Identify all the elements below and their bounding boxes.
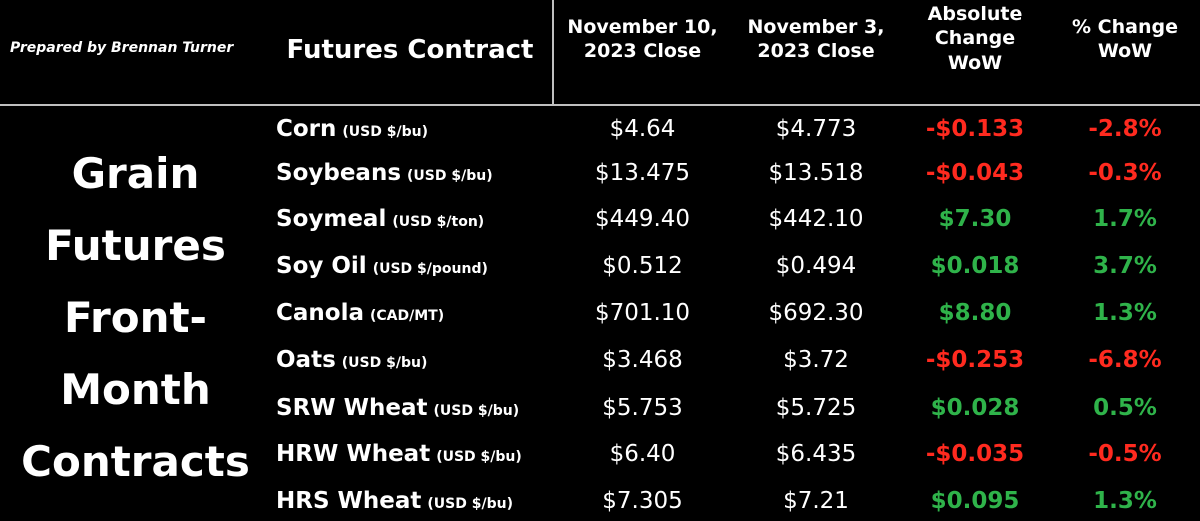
header-nov10-close: November 10, 2023 Close [567, 16, 718, 62]
nov3-close-value: $0.494 [775, 253, 857, 279]
contract-name-cell: HRS Wheat (USD $/bu) [276, 478, 551, 521]
nov3-close-value: $692.30 [768, 300, 864, 326]
percent-change-value: 1.3% [1093, 300, 1157, 326]
nov3-close-value: $6.435 [775, 441, 857, 467]
nov10-close-value: $6.40 [609, 441, 676, 467]
table-row: Soymeal (USD $/ton) $449.40 $442.10 $7.30… [0, 196, 1200, 243]
category-line: Front- [64, 293, 207, 342]
credit-text: Prepared by Brennan Turner [10, 40, 234, 56]
nov3-close-value: $3.72 [783, 347, 849, 373]
percent-change-value: 1.3% [1093, 488, 1157, 514]
table-row: Corn (USD $/bu) $4.64 $4.773 -$0.133 -2.8… [0, 106, 1200, 153]
nov10-close-value: $7.305 [602, 488, 683, 514]
absolute-change-value: $0.028 [930, 395, 1020, 421]
contract-unit: (USD $/bu) [341, 355, 428, 371]
table-row: Oats (USD $/bu) $3.468 $3.72 -$0.253 -6.8… [0, 337, 1200, 384]
contract-name: HRW Wheat [276, 441, 431, 467]
header-futures-contract: Futures Contract [286, 35, 534, 65]
table-row: SRW Wheat (USD $/bu) $5.753 $5.725 $0.028… [0, 385, 1200, 432]
percent-change-value: -2.8% [1088, 116, 1162, 142]
contract-name: Corn [276, 116, 337, 142]
percent-change-value: -0.5% [1088, 441, 1162, 467]
header-nov3-close: November 3, 2023 Close [747, 16, 885, 62]
category-line: Contracts [21, 437, 250, 486]
header-percent-change: % Change WoW [1072, 16, 1178, 62]
contract-name: Soybeans [276, 160, 402, 186]
percent-change-value: -0.3% [1088, 160, 1162, 186]
contract-unit: (USD $/bu) [407, 168, 493, 184]
nov3-close-value: $442.10 [768, 206, 864, 232]
header-divider-vertical [552, 0, 554, 104]
contract-name-cell: SRW Wheat (USD $/bu) [276, 385, 551, 432]
nov3-close-value: $7.21 [783, 488, 849, 514]
table-row: Canola (CAD/MT) $701.10 $692.30 $8.80 1.3… [0, 290, 1200, 337]
nov10-close-value: $449.40 [594, 206, 691, 232]
nov10-close-value: $4.64 [609, 116, 676, 142]
contract-unit: (USD $/bu) [433, 403, 520, 419]
contract-name-cell: Soybeans (USD $/bu) [276, 150, 551, 197]
contract-name: Canola [276, 300, 364, 326]
category-line: Grain [71, 149, 200, 198]
contract-unit: (USD $/bu) [427, 496, 513, 512]
contract-name: Soymeal [276, 206, 387, 232]
nov3-close-value: $4.773 [775, 116, 857, 142]
absolute-change-value: $8.80 [938, 300, 1012, 326]
category-line: Futures [45, 221, 226, 270]
nov10-close-value: $3.468 [602, 347, 683, 373]
percent-change-value: 0.5% [1093, 395, 1157, 421]
contract-name-cell: Corn (USD $/bu) [276, 106, 551, 153]
contract-name-cell: Canola (CAD/MT) [276, 290, 551, 337]
contract-unit: (USD $/bu) [342, 124, 428, 140]
contract-name: HRS Wheat [276, 488, 422, 514]
percent-change-value: 3.7% [1093, 253, 1157, 279]
absolute-change-value: -$0.035 [925, 441, 1025, 467]
contract-name-cell: Soy Oil (USD $/pound) [276, 243, 551, 290]
nov10-close-value: $701.10 [594, 300, 691, 326]
contract-name: SRW Wheat [276, 395, 428, 421]
absolute-change-value: -$0.253 [925, 347, 1025, 373]
header-absolute-change: Absolute Change WoW [927, 3, 1023, 74]
contract-name: Soy Oil [276, 253, 367, 279]
category-line: Month [60, 365, 211, 414]
absolute-change-value: $0.095 [930, 488, 1020, 514]
nov10-close-value: $0.512 [602, 253, 683, 279]
absolute-change-value: -$0.133 [925, 116, 1025, 142]
category-label: Grain Futures Front- Month Contracts [18, 138, 253, 498]
percent-change-value: -6.8% [1088, 347, 1162, 373]
contract-unit: (USD $/bu) [436, 449, 522, 465]
table-row: HRS Wheat (USD $/bu) $7.305 $7.21 $0.095 … [0, 478, 1200, 521]
nov10-close-value: $5.753 [602, 395, 683, 421]
contract-unit: (CAD/MT) [369, 308, 445, 324]
contract-name-cell: HRW Wheat (USD $/bu) [276, 431, 551, 478]
contract-name: Oats [276, 347, 336, 373]
table-row: Soybeans (USD $/bu) $13.475 $13.518 -$0.0… [0, 150, 1200, 197]
contract-name-cell: Oats (USD $/bu) [276, 337, 551, 384]
absolute-change-value: $7.30 [938, 206, 1012, 232]
absolute-change-value: $0.018 [930, 253, 1020, 279]
nov10-close-value: $13.475 [594, 160, 691, 186]
nov3-close-value: $13.518 [768, 160, 864, 186]
nov3-close-value: $5.725 [775, 395, 857, 421]
contract-unit: (USD $/pound) [372, 261, 488, 277]
percent-change-value: 1.7% [1093, 206, 1157, 232]
absolute-change-value: -$0.043 [925, 160, 1025, 186]
table-row: Soy Oil (USD $/pound) $0.512 $0.494 $0.01… [0, 243, 1200, 290]
contract-name-cell: Soymeal (USD $/ton) [276, 196, 551, 243]
contract-unit: (USD $/ton) [392, 214, 485, 230]
header-divider-horizontal [0, 104, 1200, 106]
table-row: HRW Wheat (USD $/bu) $6.40 $6.435 -$0.035… [0, 431, 1200, 478]
